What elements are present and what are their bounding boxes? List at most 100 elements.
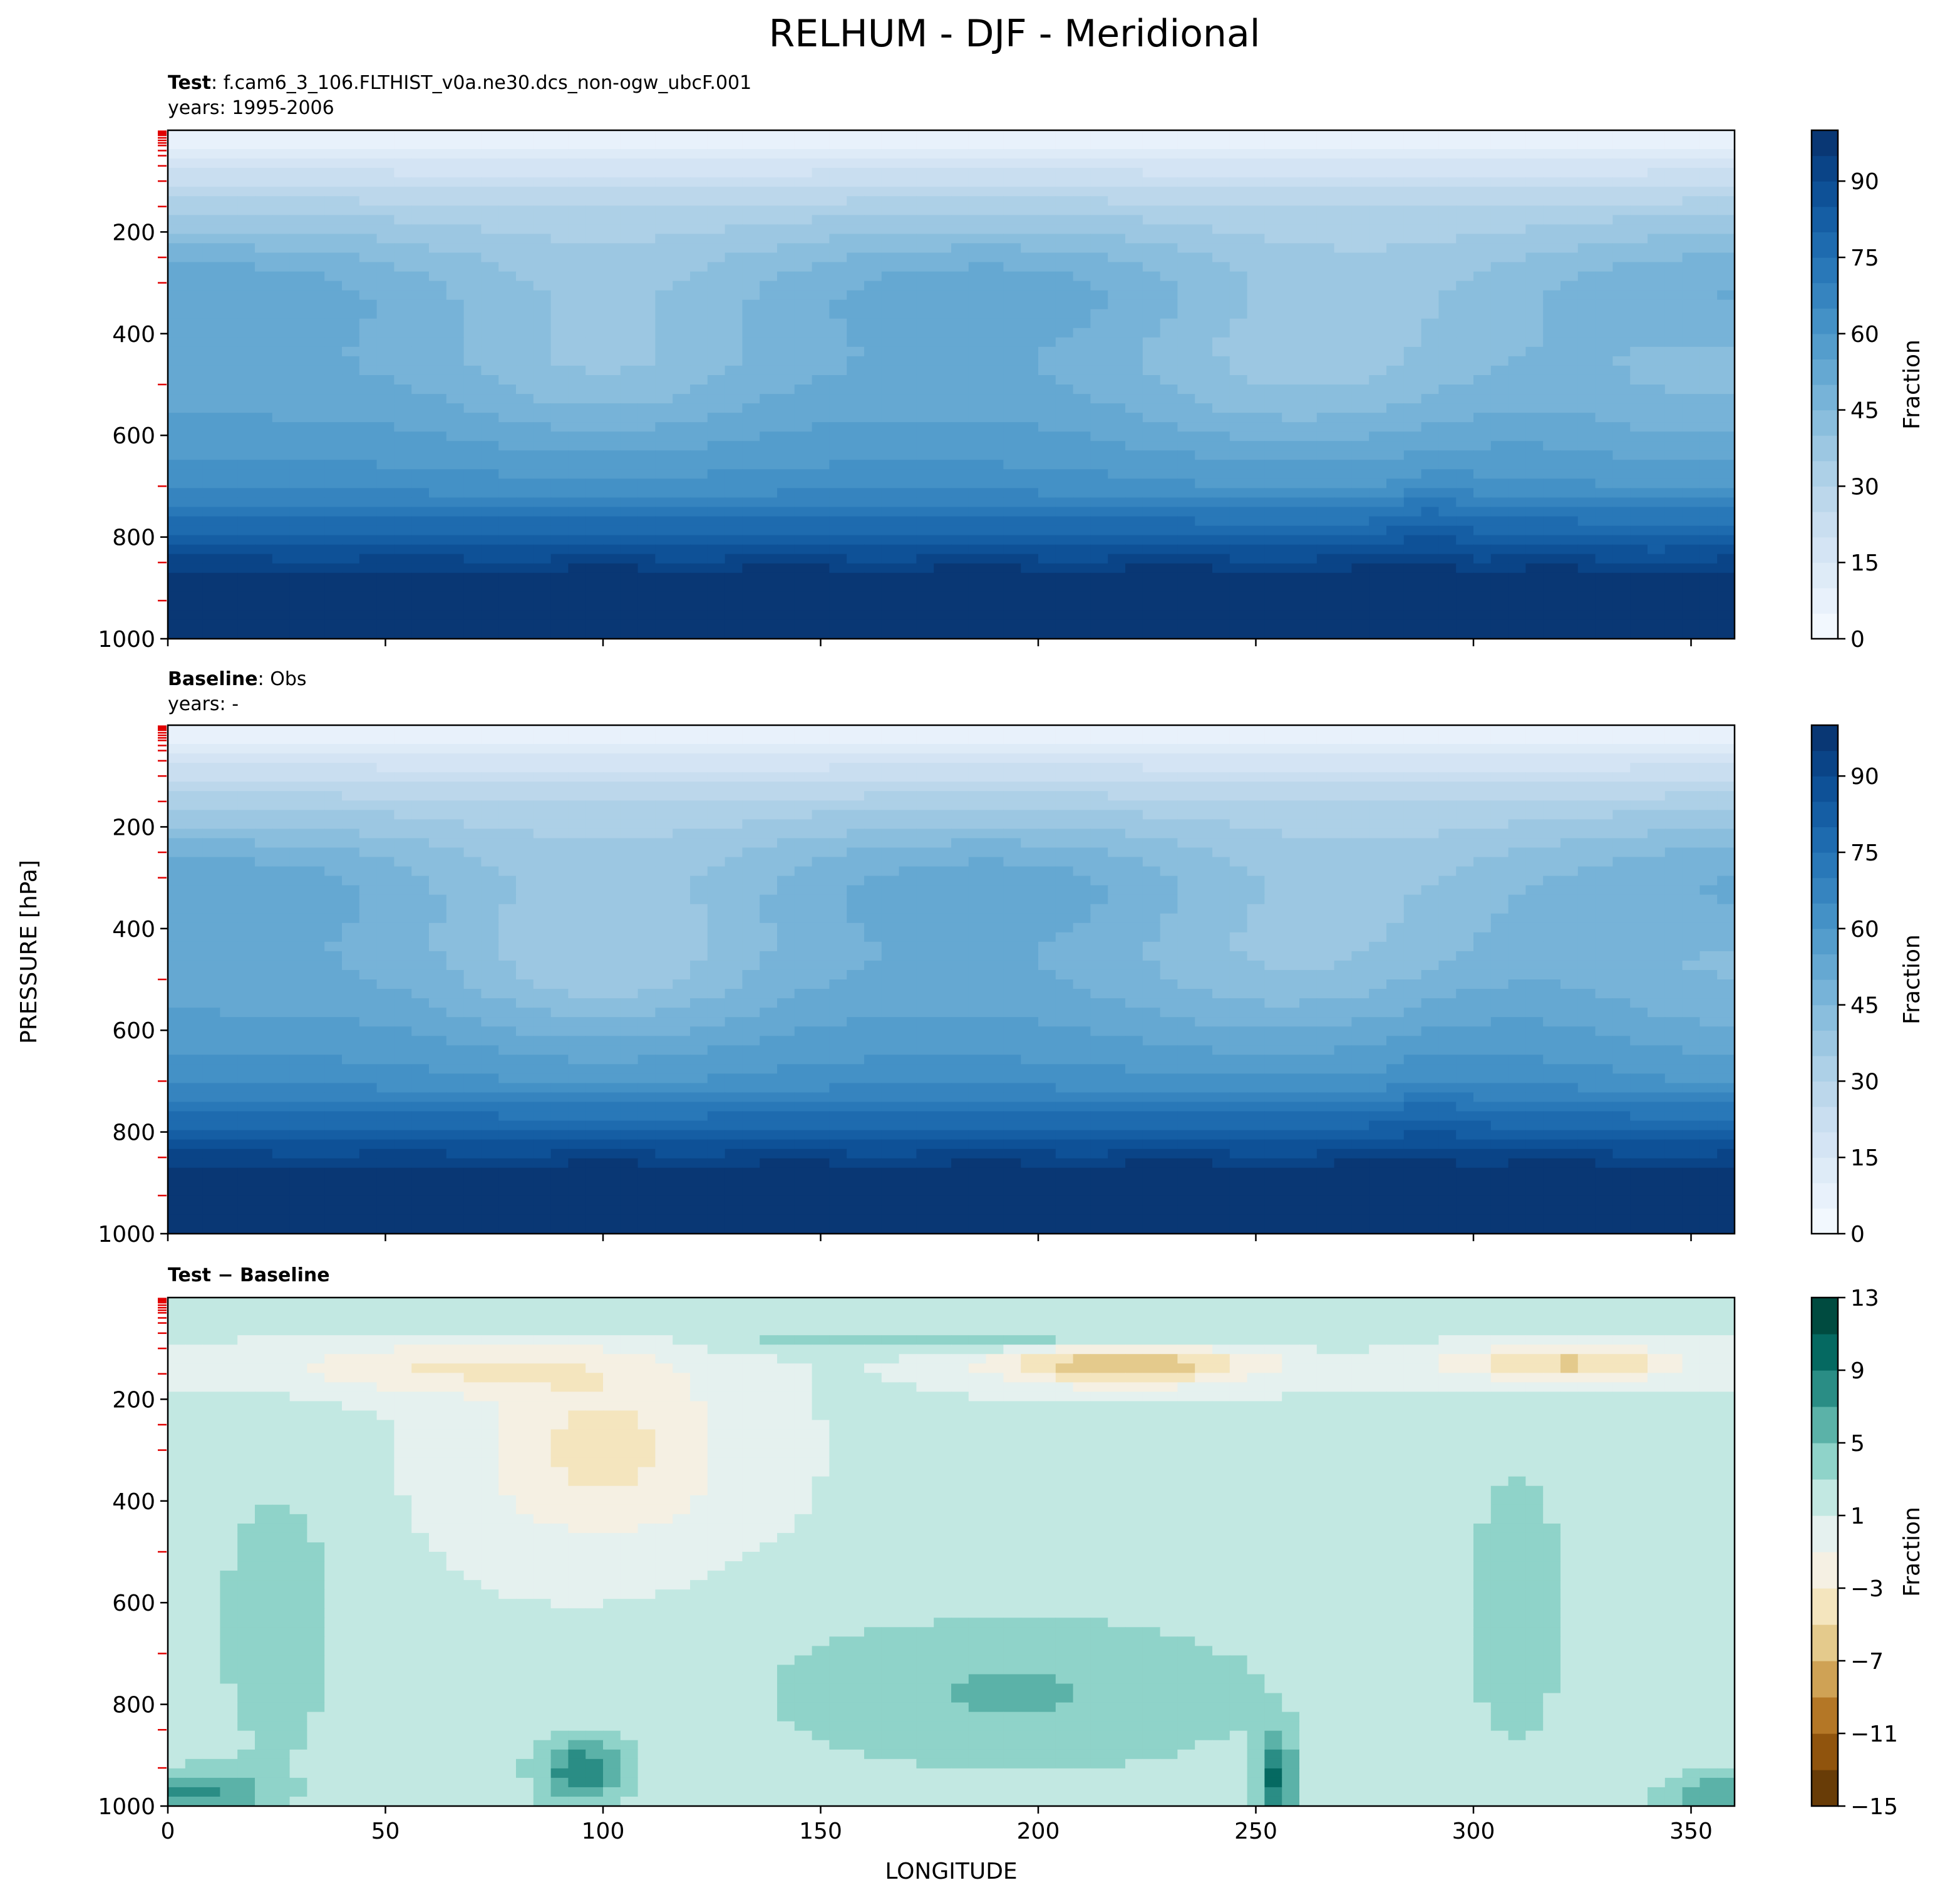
contour-cell <box>1177 130 1195 140</box>
contour-cell <box>1490 374 1509 385</box>
contour-cell <box>1577 507 1596 517</box>
contour-cell <box>516 403 534 413</box>
contour-cell <box>168 318 186 329</box>
contour-cell <box>376 196 395 206</box>
contour-cell <box>1299 610 1318 621</box>
contour-cell <box>899 422 917 432</box>
contour-cell <box>568 591 586 602</box>
contour-cell <box>829 403 847 413</box>
contour-cell <box>220 243 238 254</box>
contour-cell <box>429 554 447 564</box>
contour-cell <box>1386 535 1405 545</box>
contour-cell <box>307 563 325 574</box>
contour-cell <box>342 497 360 508</box>
contour-cell <box>951 158 969 168</box>
contour-cell <box>1438 544 1457 555</box>
contour-cell <box>794 365 813 376</box>
contour-cell <box>673 535 691 545</box>
contour-cell <box>812 450 830 460</box>
contour-cell <box>725 516 743 527</box>
contour-cell <box>1299 431 1318 441</box>
contour-cell <box>1003 215 1021 225</box>
contour-cell <box>1612 610 1631 621</box>
contour-cell <box>1021 469 1039 479</box>
contour-cell <box>620 205 639 215</box>
contour-cell <box>429 271 447 282</box>
contour-cell <box>1630 516 1648 527</box>
contour-cell <box>1003 601 1021 611</box>
contour-cell <box>1421 516 1439 527</box>
contour-cell <box>1664 215 1683 225</box>
contour-cell <box>673 337 691 348</box>
contour-cell <box>1160 271 1178 282</box>
contour-cell <box>237 591 255 602</box>
contour-cell <box>429 337 447 348</box>
contour-cell <box>1351 422 1369 432</box>
contour-cell <box>272 252 291 263</box>
contour-cell <box>1108 563 1126 574</box>
contour-cell <box>411 563 430 574</box>
contour-cell <box>220 196 238 206</box>
contour-cell <box>968 168 987 178</box>
contour-cell <box>394 224 412 235</box>
contour-cell <box>637 563 656 574</box>
contour-cell <box>707 130 726 140</box>
contour-cell <box>463 488 482 498</box>
contour-cell <box>411 318 430 329</box>
contour-cell <box>1438 374 1457 385</box>
contour-cell <box>394 403 412 413</box>
contour-cell <box>777 168 795 178</box>
contour-cell <box>324 582 343 592</box>
contour-cell <box>1369 187 1387 197</box>
contour-cell <box>550 385 569 395</box>
contour-cell <box>533 725 552 735</box>
contour-cell <box>1264 619 1282 630</box>
contour-cell <box>1630 290 1648 301</box>
contour-cell <box>411 309 430 319</box>
contour-cell <box>1177 337 1195 348</box>
contour-cell <box>1630 140 1648 150</box>
contour-cell <box>725 309 743 319</box>
contour-cell <box>1525 262 1544 272</box>
contour-cell <box>777 140 795 150</box>
contour-cell <box>1229 356 1248 366</box>
contour-cell <box>255 290 273 301</box>
contour-cell <box>359 252 378 263</box>
contour-cell <box>1525 346 1544 357</box>
contour-cell <box>986 572 1004 583</box>
contour-cell <box>1473 535 1492 545</box>
contour-cell <box>1282 130 1300 140</box>
contour-cell <box>1664 224 1683 235</box>
contour-cell <box>237 725 255 735</box>
contour-cell <box>1490 177 1509 187</box>
contour-cell <box>916 394 934 404</box>
contour-cell <box>1212 469 1230 479</box>
contour-cell <box>1125 525 1143 536</box>
contour-cell <box>237 299 255 310</box>
contour-cell <box>1508 601 1526 611</box>
contour-cell <box>1108 394 1126 404</box>
contour-cell <box>1055 346 1074 357</box>
contour-cell <box>1021 205 1039 215</box>
contour-cell <box>864 215 882 225</box>
contour-cell <box>550 629 569 639</box>
contour-cell <box>1595 234 1613 244</box>
contour-cell <box>1438 290 1457 301</box>
contour-cell <box>1316 365 1335 376</box>
contour-cell <box>1229 619 1248 630</box>
contour-cell <box>1195 591 1213 602</box>
contour-cell <box>1664 365 1683 376</box>
contour-cell <box>1212 318 1230 329</box>
contour-cell <box>533 431 552 441</box>
contour-cell <box>1108 177 1126 187</box>
contour-cell <box>1369 224 1387 235</box>
contour-cell <box>1334 158 1352 168</box>
contour-cell <box>185 309 204 319</box>
contour-cell <box>498 535 517 545</box>
contour-cell <box>585 309 604 319</box>
contour-cell <box>1160 422 1178 432</box>
contour-cell <box>1664 497 1683 508</box>
contour-cell <box>1142 215 1161 225</box>
contour-cell <box>1090 365 1108 376</box>
